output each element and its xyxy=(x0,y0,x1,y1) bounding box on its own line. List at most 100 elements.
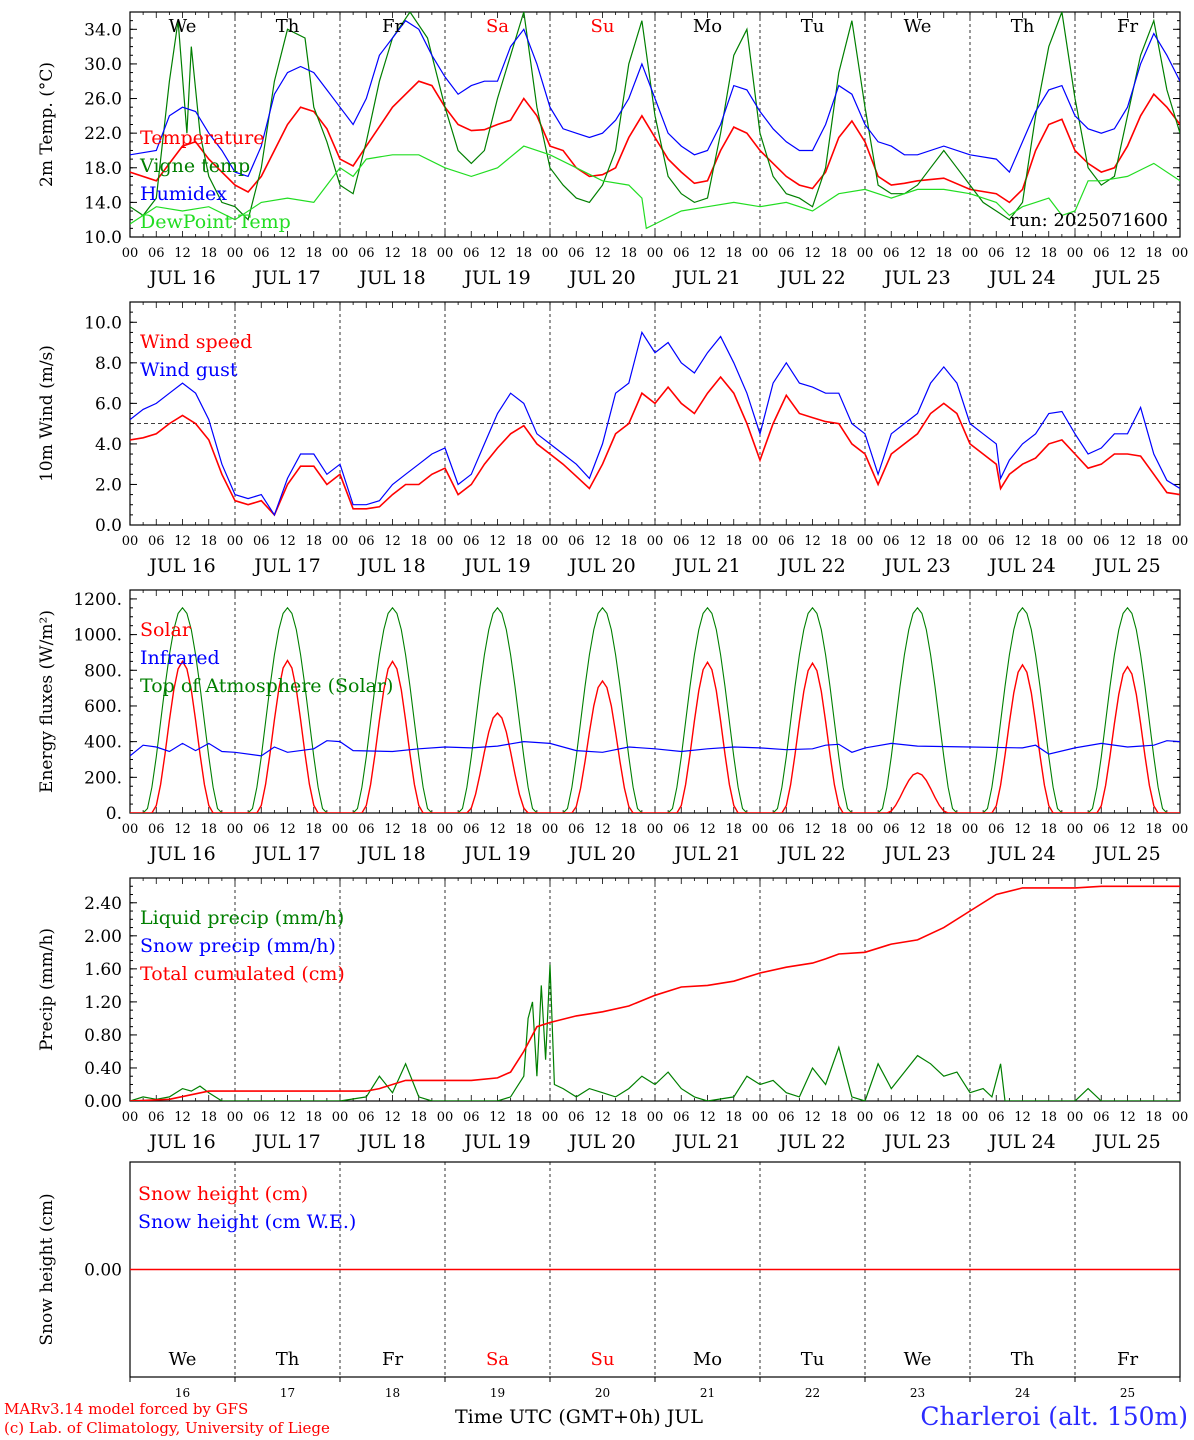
y-tick-label: 26.0 xyxy=(84,90,122,110)
hour-tick-label: 12 xyxy=(1014,822,1031,837)
hour-tick-label: 06 xyxy=(778,1110,795,1125)
series-group xyxy=(130,330,1180,517)
hour-tick-label: 00 xyxy=(857,246,874,261)
hour-tick-label: 00 xyxy=(332,822,349,837)
hour-tick-label: 12 xyxy=(1014,246,1031,261)
date-label: JUL 24 xyxy=(987,555,1055,577)
hour-tick-label: 00 xyxy=(332,246,349,261)
hour-tick-label: 06 xyxy=(148,534,165,549)
hour-tick-label: 06 xyxy=(883,246,900,261)
hour-tick-label: 00 xyxy=(647,246,664,261)
day-number: 21 xyxy=(700,1386,715,1400)
hour-tick-label: 06 xyxy=(988,1110,1005,1125)
hour-tick-label: 18 xyxy=(200,246,217,261)
day-name: Tu xyxy=(801,1349,825,1370)
hour-tick-label: 12 xyxy=(489,1110,506,1125)
hour-tick-label: 06 xyxy=(673,822,690,837)
hour-tick-label: 12 xyxy=(279,246,296,261)
date-label: JUL 25 xyxy=(1092,1131,1160,1153)
y-tick-label: 0. xyxy=(106,804,122,824)
legend-entry: Liquid precip (mm/h) xyxy=(140,907,344,929)
hour-tick-label: 12 xyxy=(594,822,611,837)
date-label: JUL 24 xyxy=(987,267,1055,289)
hour-tick-label: 00 xyxy=(227,1110,244,1125)
day-number: 17 xyxy=(280,1386,295,1400)
hour-tick-label: 00 xyxy=(1172,1110,1189,1125)
hour-tick-label: 00 xyxy=(227,534,244,549)
hour-tick-label: 06 xyxy=(673,534,690,549)
hour-tick-label: 06 xyxy=(988,246,1005,261)
hour-tick-label: 12 xyxy=(279,822,296,837)
y-tick-label: 10.0 xyxy=(84,228,122,248)
day-name: We xyxy=(169,16,197,37)
hour-tick-label: 12 xyxy=(699,246,716,261)
hour-tick-label: 18 xyxy=(1145,534,1162,549)
date-label: JUL 16 xyxy=(147,555,215,577)
hour-tick-label: 00 xyxy=(962,246,979,261)
hour-tick-label: 00 xyxy=(122,1110,139,1125)
day-name: Tu xyxy=(801,16,825,37)
hour-tick-label: 00 xyxy=(752,1110,769,1125)
y-axis-label: Snow height (cm) xyxy=(37,1193,57,1345)
hour-tick-label: 00 xyxy=(1172,822,1189,837)
day-number: 22 xyxy=(805,1386,820,1400)
hour-tick-label: 06 xyxy=(988,822,1005,837)
day-name: Fr xyxy=(382,1349,403,1370)
day-name: Mo xyxy=(693,16,722,37)
y-tick-label: 0.00 xyxy=(84,1092,122,1112)
hour-tick-label: 18 xyxy=(725,1110,742,1125)
hour-tick-label: 18 xyxy=(830,246,847,261)
chart-panel-1: 10.0 14.0 18.0 22.0 26.0 30.0 34.0 2m Temp. (°C… xyxy=(37,11,1188,289)
hour-tick-label: 18 xyxy=(935,534,952,549)
day-name: Th xyxy=(1011,1349,1035,1370)
hour-tick-label: 00 xyxy=(227,822,244,837)
hour-tick-label: 12 xyxy=(699,534,716,549)
hour-tick-label: 00 xyxy=(122,822,139,837)
hour-tick-label: 06 xyxy=(463,246,480,261)
date-label: JUL 20 xyxy=(567,843,635,865)
date-label: JUL 17 xyxy=(252,267,320,289)
hour-tick-label: 12 xyxy=(594,534,611,549)
hour-tick-label: 06 xyxy=(673,246,690,261)
hour-tick-label: 06 xyxy=(883,534,900,549)
day-number: 23 xyxy=(910,1386,925,1400)
date-label: JUL 18 xyxy=(357,843,425,865)
date-label: JUL 22 xyxy=(777,267,845,289)
hour-tick-label: 12 xyxy=(174,246,191,261)
series-line-dewpoint-temp xyxy=(130,145,1180,230)
hour-tick-label: 00 xyxy=(1067,246,1084,261)
day-name: Fr xyxy=(382,16,403,37)
y-tick-label: 22.0 xyxy=(84,124,122,144)
hour-tick-label: 12 xyxy=(804,246,821,261)
hour-tick-label: 06 xyxy=(463,822,480,837)
hour-tick-label: 12 xyxy=(1014,534,1031,549)
y-tick-label: 2.0 xyxy=(95,475,122,495)
legend-entry: DewPoint Temp xyxy=(140,211,291,233)
legend-entry: Humidex xyxy=(140,183,227,205)
hour-tick-label: 12 xyxy=(804,822,821,837)
hour-tick-label: 06 xyxy=(568,246,585,261)
date-label: JUL 18 xyxy=(357,1131,425,1153)
hour-tick-label: 00 xyxy=(752,534,769,549)
hour-tick-label: 00 xyxy=(647,1110,664,1125)
hour-tick-label: 18 xyxy=(830,1110,847,1125)
date-label: JUL 23 xyxy=(882,843,950,865)
series-line-humidex xyxy=(130,19,1180,178)
hour-tick-label: 00 xyxy=(857,822,874,837)
y-tick-label: 1.20 xyxy=(84,993,122,1013)
date-label: JUL 21 xyxy=(672,555,740,577)
hour-tick-label: 18 xyxy=(620,246,637,261)
date-label: JUL 24 xyxy=(987,1131,1055,1153)
hour-tick-label: 12 xyxy=(384,246,401,261)
time-axis-title: Time UTC (GMT+0h) JUL xyxy=(455,1406,703,1428)
hour-tick-label: 12 xyxy=(1119,1110,1136,1125)
day-name: Fr xyxy=(1117,1349,1138,1370)
hour-tick-label: 00 xyxy=(542,822,559,837)
day-name: Th xyxy=(276,1349,300,1370)
day-number: 25 xyxy=(1120,1386,1135,1400)
legend-entry: Temperature xyxy=(140,127,264,149)
hour-tick-label: 00 xyxy=(857,1110,874,1125)
hour-tick-label: 00 xyxy=(542,246,559,261)
hour-tick-label: 18 xyxy=(305,534,322,549)
hour-tick-label: 00 xyxy=(962,1110,979,1125)
